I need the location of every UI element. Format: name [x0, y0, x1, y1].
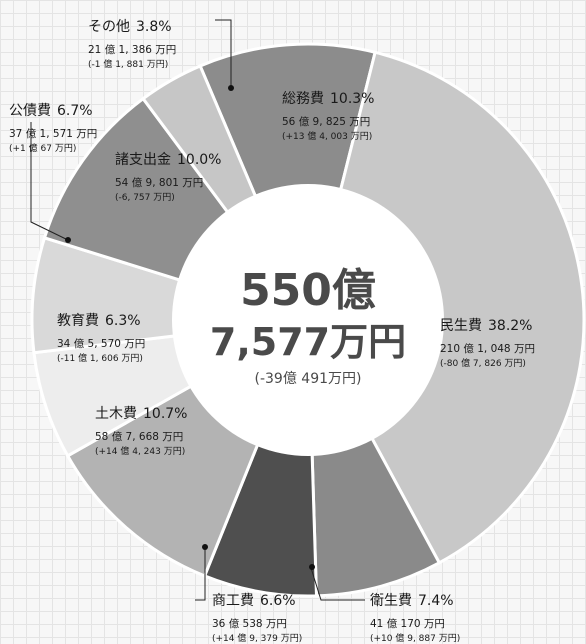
- slice-amount: 210 億 1, 048 万円: [440, 342, 535, 355]
- leader-other-dot: [228, 85, 234, 91]
- slice-name: 諸支出金 10.0%: [115, 152, 221, 168]
- slice-name: 公債費 6.7%: [9, 103, 93, 119]
- slice-name: 商工費 6.6%: [212, 593, 296, 609]
- slice-amount: 34 億 5, 570 万円: [57, 337, 145, 350]
- slice-amount: 54 億 9, 801 万円: [115, 176, 203, 189]
- slice-percent: 38.2%: [488, 318, 532, 334]
- slice-name: 衛生費 7.4%: [370, 593, 454, 609]
- slice-name: 総務費 10.3%: [282, 91, 374, 107]
- center-total-man: 7,577万円: [210, 320, 406, 364]
- slice-label-6: 公債費 6.7% 37 億 1, 571 万円 (+1 億 67 万円): [9, 103, 97, 154]
- slice-name-text: 民生費: [440, 318, 482, 334]
- slice-percent: 10.3%: [330, 91, 374, 107]
- slice-percent: 10.7%: [143, 406, 187, 422]
- leader-commerce: [195, 545, 206, 601]
- slice-name-text: 商工費: [212, 593, 254, 609]
- center-total-oku: 550億: [240, 265, 376, 316]
- slice-name-text: 公債費: [9, 103, 51, 119]
- slice-name-text: 衛生費: [370, 593, 412, 609]
- slice-amount: 36 億 538 万円: [212, 617, 287, 630]
- slice-change: (-1 億 1, 881 万円): [88, 58, 168, 70]
- donut-hole: [172, 184, 444, 456]
- slice-label-5: 教育費 6.3% 34 億 5, 570 万円 (-11 億 1, 606 万円): [57, 313, 145, 364]
- slice-change: (+10 億 9, 887 万円): [370, 632, 460, 644]
- slice-change: (-11 億 1, 606 万円): [57, 352, 143, 364]
- leader-debt: [30, 122, 71, 242]
- slice-percent: 6.6%: [260, 593, 296, 609]
- slice-name: 教育費 6.3%: [57, 313, 141, 329]
- slice-amount: 37 億 1, 571 万円: [9, 127, 97, 140]
- slice-name-text: 諸支出金: [115, 152, 171, 168]
- slice-name-text: その他: [88, 19, 130, 35]
- leader-other: [215, 19, 232, 90]
- slice-percent: 6.7%: [57, 103, 93, 119]
- leader-health: [310, 567, 365, 601]
- slice-change: (+13 億 4, 003 万円): [282, 130, 372, 142]
- leader-lines: [30, 19, 365, 601]
- slice-percent: 7.4%: [418, 593, 454, 609]
- slice-label-7: 諸支出金 10.0% 54 億 9, 801 万円 (-6, 757 万円): [115, 152, 221, 203]
- slice-name: 土木費 10.7%: [95, 406, 187, 422]
- slice-name: その他 3.8%: [88, 19, 172, 35]
- slice-labels: 総務費 10.3% 56 億 9, 825 万円 (+13 億 4, 003 万円) 民…: [9, 19, 535, 644]
- leader-debt-dot: [65, 237, 71, 243]
- slice-label-0: 総務費 10.3% 56 億 9, 825 万円 (+13 億 4, 003 万円): [282, 91, 374, 142]
- slice-change: (+14 億 4, 243 万円): [95, 445, 185, 457]
- slice-name-text: 土木費: [95, 406, 137, 422]
- slice-change: (+14 億 9, 379 万円): [212, 632, 302, 644]
- slice-change: (-6, 757 万円): [115, 192, 175, 203]
- slice-percent: 3.8%: [136, 19, 172, 35]
- slice-label-3: 商工費 6.6% 36 億 538 万円 (+14 億 9, 379 万円): [212, 593, 302, 644]
- slice-percent: 6.3%: [105, 313, 141, 329]
- leader-commerce-dot: [202, 544, 208, 550]
- slice-change: (+1 億 67 万円): [9, 142, 76, 154]
- slice-label-8: その他 3.8% 21 億 1, 386 万円 (-1 億 1, 881 万円): [88, 19, 176, 70]
- slice-name-text: 総務費: [282, 91, 324, 107]
- slice-name-text: 教育費: [57, 313, 99, 329]
- center-change: (-39億 491万円): [255, 371, 362, 387]
- slice-label-1: 民生費 38.2% 210 億 1, 048 万円 (-80 億 7, 826 万円): [440, 318, 535, 369]
- slice-amount: 21 億 1, 386 万円: [88, 43, 176, 56]
- slice-amount: 41 億 170 万円: [370, 617, 445, 630]
- leader-health-dot: [309, 564, 315, 570]
- slice-amount: 56 億 9, 825 万円: [282, 115, 370, 128]
- slice-amount: 58 億 7, 668 万円: [95, 430, 183, 443]
- slice-0: [198, 42, 377, 325]
- slice-change: (-80 億 7, 826 万円): [440, 357, 526, 369]
- slice-label-4: 土木費 10.7% 58 億 7, 668 万円 (+14 億 4, 243 万円): [95, 406, 187, 457]
- slice-percent: 10.0%: [177, 152, 221, 168]
- slice-label-2: 衛生費 7.4% 41 億 170 万円 (+10 億 9, 887 万円): [370, 593, 460, 644]
- slice-name: 民生費 38.2%: [440, 318, 532, 334]
